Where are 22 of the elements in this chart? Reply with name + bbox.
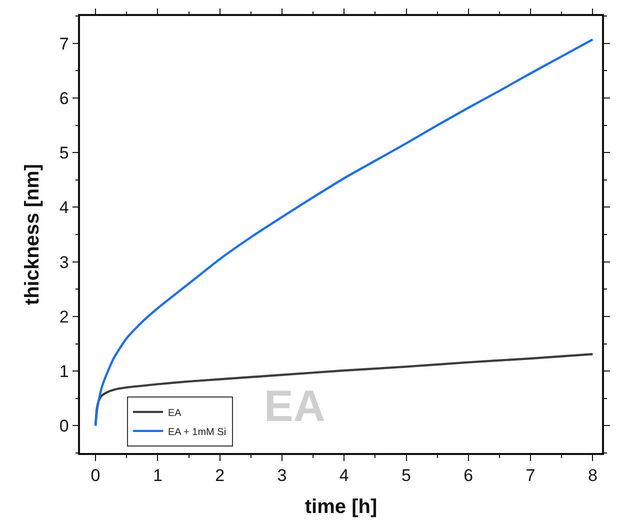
line-series: [94, 38, 594, 427]
x-tick-label: 8: [588, 466, 598, 486]
y-tick-label: 7: [59, 34, 69, 54]
x-tick-label: 2: [215, 466, 225, 486]
y-tick-label: 0: [59, 416, 69, 436]
y-tick-label: 5: [59, 144, 69, 163]
y-tick-label: 1: [59, 362, 69, 382]
x-tick-label: 1: [152, 466, 162, 486]
x-tick-label: 3: [277, 466, 287, 486]
y-tick-label: 6: [59, 88, 69, 108]
x-axis-title: time [h]: [304, 496, 378, 518]
y-tick-label: 3: [59, 252, 69, 272]
x-tick-label: 6: [464, 466, 474, 486]
x-tick-label: 4: [339, 466, 349, 486]
x-tick-label: 0: [90, 466, 100, 486]
legend-label: EA: [168, 408, 182, 419]
x-tick-label: 7: [526, 466, 536, 486]
x-tick-label: 5: [402, 466, 411, 486]
y-tick-label: 4: [59, 198, 69, 218]
y-tick-label: 2: [59, 307, 69, 326]
legend-label: EA + 1mM Si: [168, 426, 226, 438]
y-axis-title: thickness [nm]: [21, 164, 44, 306]
